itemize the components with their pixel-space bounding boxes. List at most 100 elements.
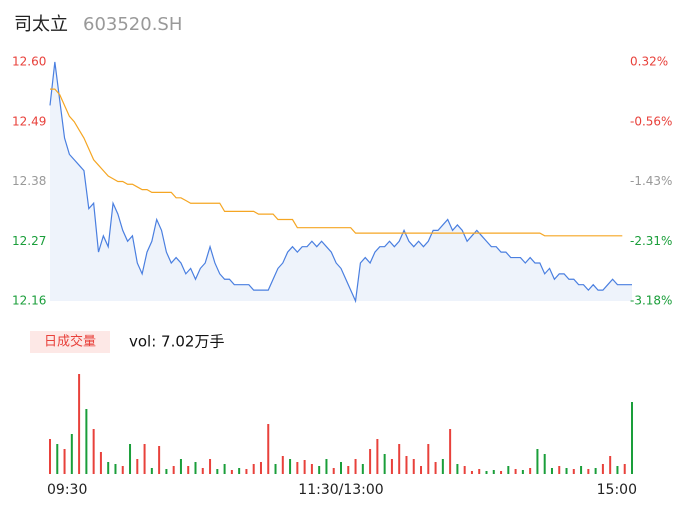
volume-bar xyxy=(492,470,495,474)
volume-bar xyxy=(158,446,161,474)
volume-bar xyxy=(296,462,299,474)
volume-bar xyxy=(136,459,139,474)
y-tick-label: 12.38 xyxy=(12,174,46,188)
volume-bar xyxy=(580,466,583,474)
volume-bar xyxy=(434,462,437,474)
y-tick-label: 12.60 xyxy=(12,55,46,69)
stock-code: 603520.SH xyxy=(83,14,182,35)
volume-bar xyxy=(369,449,372,474)
volume-bar xyxy=(274,464,277,474)
volume-bar xyxy=(238,468,241,474)
volume-bar xyxy=(616,466,619,474)
volume-bar xyxy=(478,469,481,474)
volume-summary: vol: 7.02万手 xyxy=(129,333,224,351)
volume-bar xyxy=(441,459,444,474)
volume-bar xyxy=(485,471,488,474)
volume-bar xyxy=(550,468,553,474)
volume-bar xyxy=(398,444,401,474)
volume-bar xyxy=(194,462,197,474)
volume-bar xyxy=(107,462,110,474)
volume-bar xyxy=(565,468,568,474)
volume-bar xyxy=(376,439,379,474)
y-tick-label: 12.49 xyxy=(12,114,46,128)
volume-bar xyxy=(412,459,415,474)
x-tick-label: 15:00 xyxy=(597,482,637,498)
volume-bar xyxy=(318,466,321,474)
volume-bar xyxy=(121,466,124,474)
volume-bar xyxy=(223,464,226,474)
volume-bar xyxy=(514,469,517,474)
price-line xyxy=(49,61,632,304)
volume-bar xyxy=(340,462,342,474)
volume-bar xyxy=(259,462,262,474)
volume-bar xyxy=(187,466,190,474)
volume-bar xyxy=(310,464,313,474)
volume-bar xyxy=(85,409,88,474)
volume-label-bg xyxy=(30,331,110,353)
volume-bar xyxy=(303,460,306,474)
volume-bar xyxy=(332,468,335,474)
volume-bar xyxy=(179,459,182,474)
y2-tick-label: -0.56% xyxy=(630,115,672,129)
volume-bar xyxy=(601,464,604,474)
volume-bar xyxy=(463,466,466,474)
volume-bar xyxy=(209,459,212,474)
volume-bar xyxy=(289,459,292,474)
volume-bar xyxy=(543,454,546,474)
volume-bar xyxy=(230,470,233,474)
volume-bar xyxy=(245,469,248,474)
volume-bar xyxy=(449,429,452,474)
volume-bar xyxy=(587,469,590,474)
average-line xyxy=(50,88,623,237)
volume-bar xyxy=(325,459,328,474)
volume-bar xyxy=(470,471,473,474)
volume-bar xyxy=(201,468,204,474)
volume-bar xyxy=(507,466,510,474)
volume-bar xyxy=(500,471,503,474)
volume-bar xyxy=(99,452,102,474)
volume-bar xyxy=(405,456,408,474)
volume-bar xyxy=(631,402,633,474)
volume-bar xyxy=(623,464,626,474)
volume-bar xyxy=(252,464,255,474)
volume-bar xyxy=(78,374,81,474)
volume-bar xyxy=(609,456,612,474)
x-tick-label: 09:30 xyxy=(47,482,87,498)
volume-bar xyxy=(529,468,532,474)
volume-bar xyxy=(63,449,66,474)
volume-bar xyxy=(49,439,51,474)
volume-bar xyxy=(143,444,146,474)
x-tick-label: 11:30/13:00 xyxy=(298,482,383,498)
volume-bar xyxy=(129,444,132,474)
volume-bar xyxy=(572,469,575,474)
volume-bar xyxy=(361,464,364,474)
volume-bar xyxy=(150,468,153,474)
volume-bar xyxy=(521,470,524,474)
volume-bar xyxy=(56,444,59,474)
y-tick-label: 12.27 xyxy=(12,234,46,248)
y-tick-label: 12.16 xyxy=(12,294,46,308)
volume-bar xyxy=(172,466,175,474)
volume-bar xyxy=(383,454,386,474)
volume-bar xyxy=(390,459,393,474)
volume-bar xyxy=(165,469,168,474)
volume-bar xyxy=(216,469,219,474)
volume-bar xyxy=(281,456,284,474)
y2-tick-label: -2.31% xyxy=(630,234,672,248)
volume-bar xyxy=(70,434,73,474)
y2-tick-label: -3.18% xyxy=(630,294,672,308)
volume-bar xyxy=(594,468,597,474)
y2-tick-label: -1.43% xyxy=(630,174,672,188)
volume-bar xyxy=(347,466,350,474)
volume-bar xyxy=(267,424,270,474)
volume-bar xyxy=(558,466,561,474)
stock-name: 司太立 xyxy=(14,14,68,35)
volume-bar xyxy=(536,449,539,474)
volume-bar xyxy=(92,429,95,474)
volume-bar xyxy=(354,459,357,474)
volume-bar xyxy=(420,466,423,474)
volume-bar xyxy=(114,464,117,474)
volume-bar xyxy=(456,464,459,474)
volume-bar xyxy=(427,444,430,474)
